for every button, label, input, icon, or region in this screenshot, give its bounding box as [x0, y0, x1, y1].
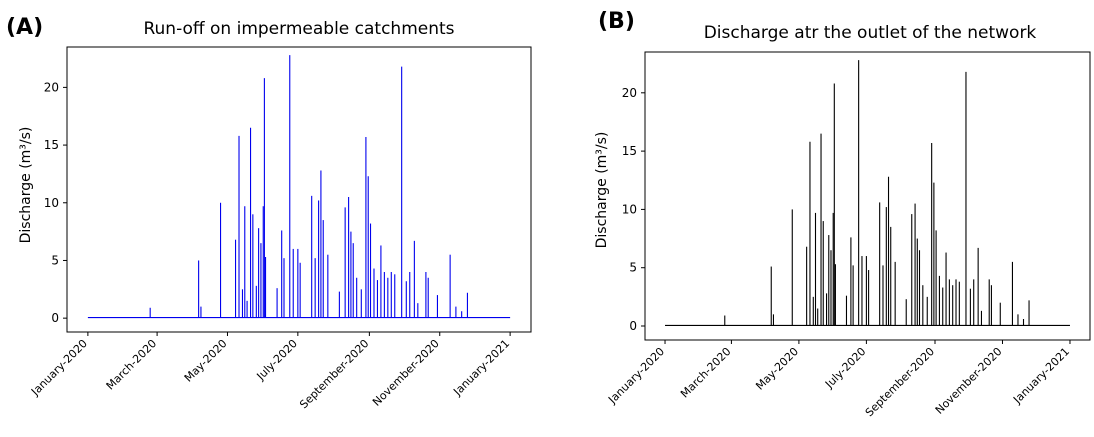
panel-a-y-tick-label: 15: [44, 138, 59, 152]
panel-b-y-tick-label: 5: [629, 261, 637, 275]
panel-b-x-tick-label: November-2020: [933, 345, 1005, 417]
panel-a: (A) Run-off on impermeable catchments Di…: [6, 15, 532, 411]
panel-b-plot-frame: [644, 51, 1091, 341]
panel-b-x-tick-label: July-2020: [822, 345, 868, 391]
panel-a-y-axis-label: Discharge (m³/s): [18, 127, 34, 244]
panel-b-x-tick-label: September-2020: [863, 345, 937, 419]
panel-a-y-tick-label: 0: [51, 311, 59, 325]
panel-b-y-tick-label: 15: [622, 144, 637, 158]
panel-b-y-axis-label: Discharge (m³/s): [594, 132, 610, 249]
panel-a-x-tick-label: May-2020: [182, 337, 230, 385]
panel-b-x-tick-label: January-2020: [605, 345, 667, 407]
panel-a-title: Run-off on impermeable catchments: [143, 19, 454, 39]
panel-a-y-tick-label: 5: [51, 253, 59, 267]
panel-a-y-tick-label: 20: [44, 80, 59, 94]
panel-b-x-tick-label: May-2020: [753, 345, 801, 393]
panel-b-y-tick-label: 20: [622, 86, 637, 100]
panel-a-x-tick-label: November-2020: [370, 337, 442, 409]
panel-b-y-tick-label: 10: [622, 202, 637, 216]
panel-a-x-tick-label: March-2020: [104, 337, 160, 393]
panel-a-y-tick-label: 10: [44, 196, 59, 210]
panel-b-x-tick-label: January-2021: [1010, 345, 1072, 407]
panel-b-y-tick-label: 0: [629, 319, 637, 333]
panel-b-x-tick-label: March-2020: [678, 345, 734, 401]
panel-b-title: Discharge atr the outlet of the network: [704, 23, 1037, 43]
panel-a-x-tick-label: July-2020: [254, 337, 300, 383]
panel-b-label: (B): [598, 9, 635, 34]
panel-a-x-tick-label: January-2020: [28, 337, 90, 399]
panel-a-x-tick-label: September-2020: [297, 337, 371, 411]
panel-b: (B) Discharge atr the outlet of the netw…: [594, 9, 1091, 419]
panel-a-label: (A): [6, 15, 43, 40]
panel-a-plot-frame: [66, 46, 532, 333]
panel-a-x-tick-label: January-2021: [450, 337, 512, 399]
